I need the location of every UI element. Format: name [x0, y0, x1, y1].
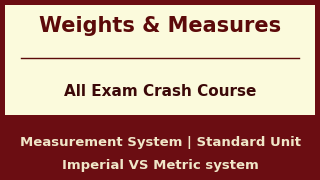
Text: Measurement System | Standard Unit: Measurement System | Standard Unit — [20, 136, 300, 149]
Text: All Exam Crash Course: All Exam Crash Course — [64, 84, 256, 99]
Bar — [5, 5, 315, 115]
Bar — [5, 125, 315, 175]
Text: Imperial VS Metric system: Imperial VS Metric system — [62, 159, 258, 172]
Text: Weights & Measures: Weights & Measures — [39, 16, 281, 36]
